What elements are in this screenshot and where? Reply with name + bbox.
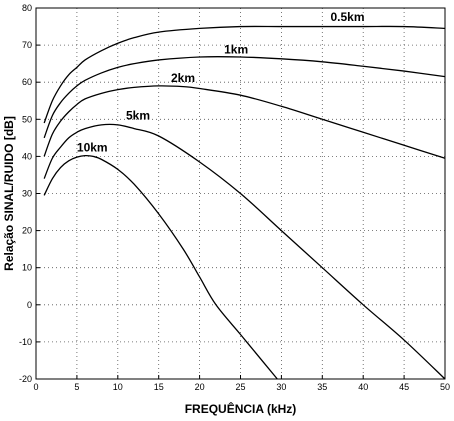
series-line-2km (43, 85, 446, 159)
y-tick-label: -20 (19, 374, 32, 384)
x-tick-label: 15 (154, 382, 164, 392)
series-label-2km: 2km (171, 71, 195, 85)
y-tick-label: 20 (22, 226, 32, 236)
x-tick-label: 50 (440, 382, 450, 392)
series-line-10km (43, 154, 278, 380)
x-tick-label: 5 (74, 382, 79, 392)
series-label-1km: 1km (224, 43, 248, 57)
y-tick-label: 70 (22, 40, 32, 50)
x-tick-label: 40 (358, 382, 368, 392)
series-labels: 0.5km 1km 2km 5km 10km (77, 10, 365, 155)
y-tick-label: 60 (22, 77, 32, 87)
series-line-0-5km (43, 25, 446, 124)
series-curves (43, 25, 446, 380)
y-tick-label: -10 (19, 337, 32, 347)
y-tick-label: 30 (22, 189, 32, 199)
x-tick-label: 35 (317, 382, 327, 392)
y-tick-label: 40 (22, 151, 32, 161)
x-tick-label: 0 (33, 382, 38, 392)
y-axis-label: Relação SINAL/RUIDO [dB] (2, 116, 16, 271)
x-tick-label: 10 (113, 382, 123, 392)
x-tick-label: 45 (399, 382, 409, 392)
y-tick-label: 80 (22, 3, 32, 13)
series-line-1km (43, 56, 446, 139)
x-tick-label: 25 (235, 382, 245, 392)
axis-ticks: 0 5 10 15 20 25 30 35 40 45 50 -20 -10 0 10 20 30 40 50 60 7… (19, 3, 450, 392)
x-tick-label: 20 (195, 382, 205, 392)
x-tick-label: 30 (276, 382, 286, 392)
x-axis-label: FREQUÊNCIA (kHz) (185, 401, 297, 416)
series-line-5km (43, 123, 446, 380)
series-label-0-5km: 0.5km (330, 10, 364, 24)
y-tick-label: 50 (22, 114, 32, 124)
y-tick-label: 0 (27, 300, 32, 310)
series-label-5km: 5km (126, 108, 150, 122)
series-label-10km: 10km (77, 141, 108, 155)
y-tick-label: 10 (22, 263, 32, 273)
